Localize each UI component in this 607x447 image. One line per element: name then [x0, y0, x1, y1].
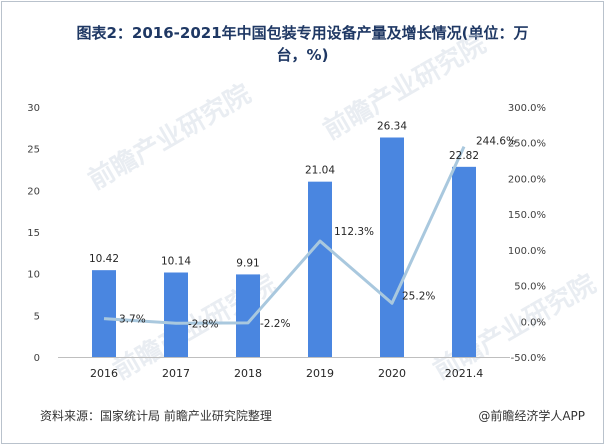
- x-tick-2017: 2017: [162, 367, 190, 380]
- chart-title-line2: 台，%): [276, 46, 329, 64]
- growth-value-label: -2.2%: [260, 318, 290, 330]
- bar-value-label: 10.14: [161, 256, 191, 268]
- bar-value-label: 26.34: [377, 121, 407, 133]
- brand-credit: @前瞻经济学人APP: [478, 409, 585, 423]
- growth-line-series: [103, 145, 466, 325]
- bar-series: [92, 137, 476, 357]
- watermark-text: 前瞻产业研究院: [83, 78, 256, 196]
- y-right-tick: 250.0%: [508, 139, 546, 150]
- y-right-tick: 300.0%: [508, 103, 546, 114]
- y-left-tick: 25: [27, 145, 40, 156]
- x-tick-2019: 2019: [306, 367, 334, 380]
- y-left-tick: 5: [34, 311, 40, 322]
- y-right-tick: 100.0%: [508, 246, 546, 257]
- chart-title-line1: 图表2：2016-2021年中国包装专用设备产量及增长情况(单位：万: [76, 24, 529, 42]
- x-tick-2020: 2020: [378, 367, 406, 380]
- y-left-tick: 30: [27, 103, 40, 114]
- bar-value-label: 9.91: [236, 257, 259, 269]
- bar-2017: [164, 272, 188, 357]
- x-tick-2021.4: 2021.4: [445, 367, 484, 380]
- axes: 0 5 10 15 20 25 30 -50.0% 0.0% 50.0% 100.0% 150.0% 2…: [27, 103, 546, 380]
- bar-2021.4: [452, 166, 476, 357]
- x-tick-2018: 2018: [234, 367, 262, 380]
- x-tick-2016: 2016: [90, 367, 118, 380]
- growth-value-label: 3.7%: [119, 314, 146, 326]
- data-labels: 10.42 10.14 9.91 21.04 26.34 22.82 3.7% -2.8% -2…: [89, 121, 516, 331]
- y-right-tick: 200.0%: [508, 174, 546, 185]
- y-right-tick: 50.0%: [514, 282, 546, 293]
- bar-value-label: 10.42: [89, 253, 119, 265]
- bar-2020: [380, 137, 404, 357]
- growth-value-label: 25.2%: [402, 290, 435, 302]
- bar-value-label: 22.82: [449, 150, 479, 162]
- y-left-tick: 10: [27, 270, 40, 281]
- y-right-tick: -50.0%: [511, 353, 546, 364]
- bar-2019: [308, 181, 332, 357]
- bar-2018: [236, 274, 260, 357]
- y-right-tick: 0.0%: [521, 317, 546, 328]
- chart-title: 图表2：2016-2021年中国包装专用设备产量及增长情况(单位：万 台，%): [30, 22, 575, 66]
- bar-2016: [92, 270, 116, 357]
- y-left-tick: 15: [27, 228, 40, 239]
- bar-value-label: 21.04: [305, 165, 335, 177]
- growth-value-label: 112.3%: [334, 226, 374, 238]
- growth-value-label: 244.6%: [476, 136, 516, 148]
- growth-value-label: -2.8%: [188, 318, 218, 330]
- source-note: 资料来源：国家统计局 前瞻产业研究院整理: [40, 409, 272, 423]
- y-left-tick: 20: [27, 186, 40, 197]
- growth-line: [103, 145, 466, 325]
- y-right-tick: 150.0%: [508, 210, 546, 221]
- y-left-tick: 0: [34, 353, 40, 364]
